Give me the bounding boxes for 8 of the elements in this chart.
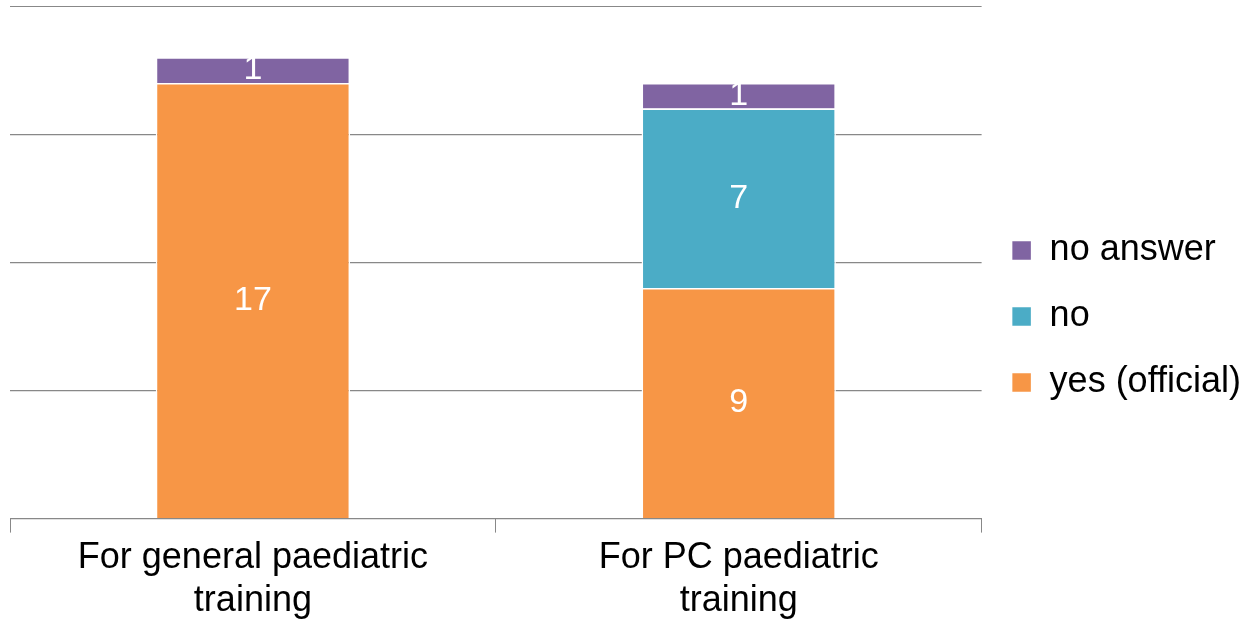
legend-label: no xyxy=(1049,293,1090,335)
data-label: 7 xyxy=(729,176,749,215)
x-tick-label: For general paediatric training xyxy=(77,535,428,620)
legend-label: yes (official) xyxy=(1049,359,1241,401)
data-label: 9 xyxy=(729,381,749,420)
x-tick-label: For PC paediatric training xyxy=(598,535,879,620)
legend-label: no answer xyxy=(1049,227,1216,269)
data-label: 17 xyxy=(233,278,272,317)
